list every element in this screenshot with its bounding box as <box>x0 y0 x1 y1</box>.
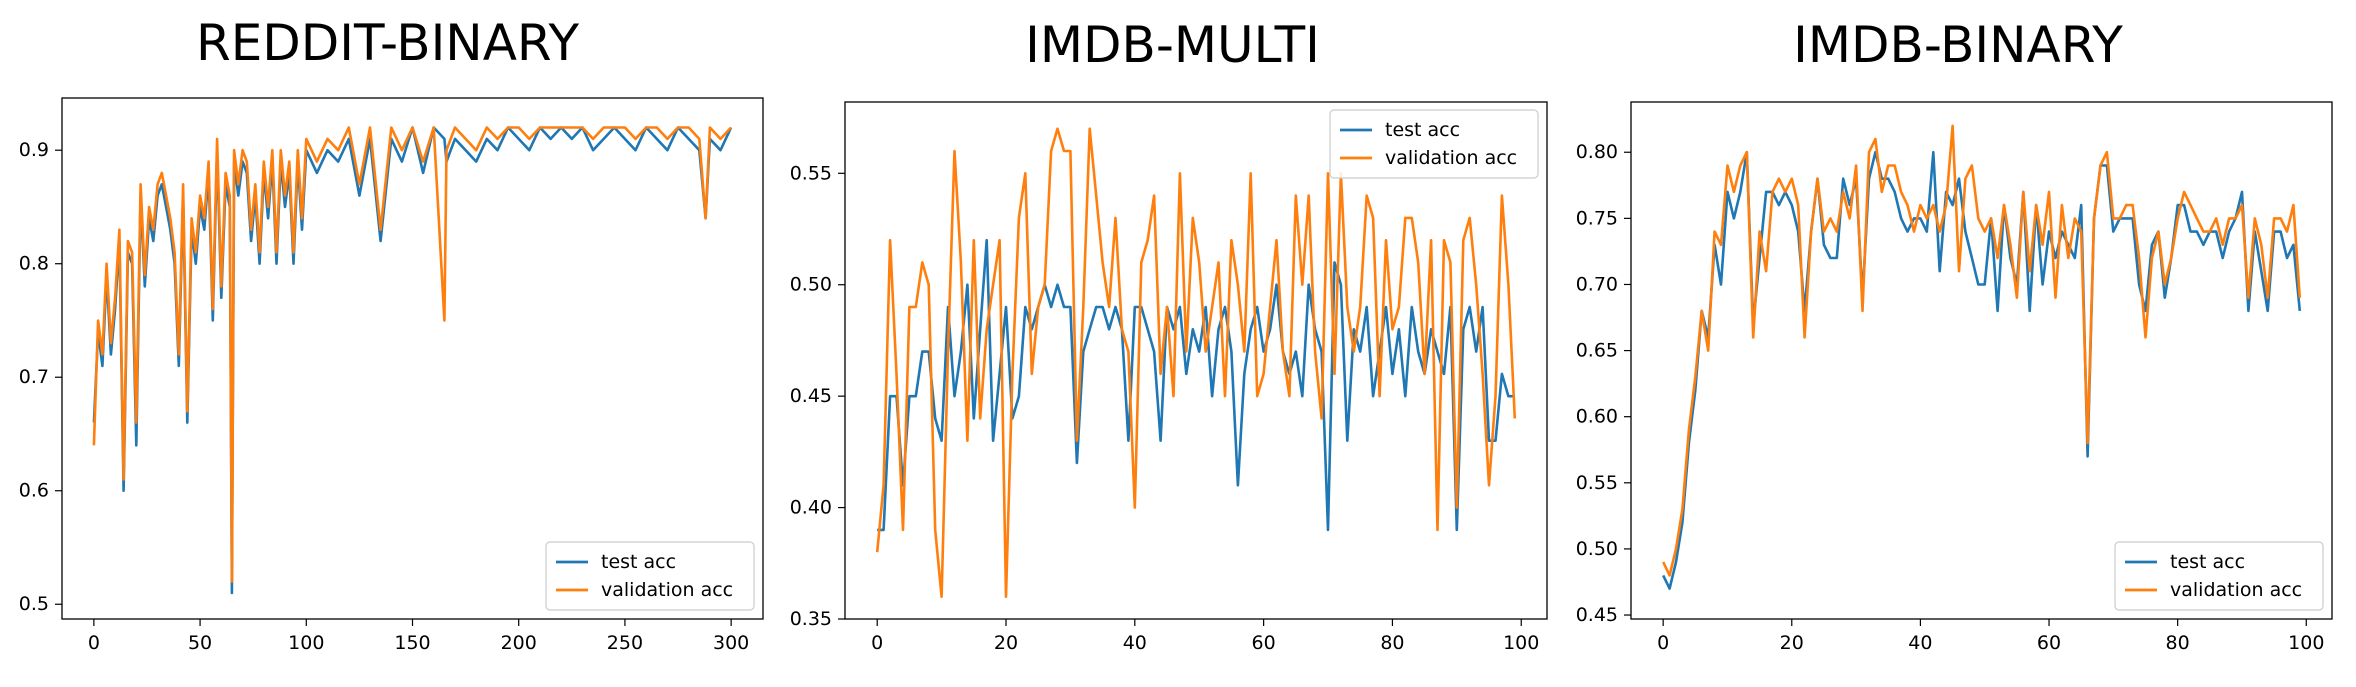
chart-panel-imdb-binary: IMDB-BINARY 0 20 40 60 80 100 0.45 0.50 0.55 0.60… <box>1570 0 2356 687</box>
y-tick-label: 0.80 <box>1576 141 1618 163</box>
x-tick-label: 100 <box>288 632 324 654</box>
y-tick-label: 0.40 <box>790 497 832 519</box>
y-tick-label: 0.65 <box>1576 340 1618 362</box>
legend: test acc validation acc <box>1329 109 1539 179</box>
y-tick-label: 0.55 <box>790 162 832 184</box>
chart-title: IMDB-BINARY <box>1793 16 2123 74</box>
y-tick-label: 0.45 <box>1576 604 1618 626</box>
legend: test acc validation acc <box>2114 541 2324 611</box>
legend-label: test acc <box>601 551 676 573</box>
x-tick-label: 60 <box>1252 632 1276 654</box>
chart-panel-imdb-multi: IMDB-MULTI 0 20 40 60 80 100 0.35 0.40 0.45 0.50 0… <box>785 0 1570 687</box>
x-tick-label: 250 <box>607 632 643 654</box>
x-tick-label: 200 <box>501 632 537 654</box>
x-tick-label: 0 <box>88 632 100 654</box>
legend: test acc validation acc <box>545 541 755 611</box>
y-tick-label: 0.35 <box>790 608 832 630</box>
x-tick-label: 80 <box>2166 632 2190 654</box>
x-tick-label: 20 <box>994 632 1018 654</box>
legend-label: test acc <box>1385 119 1460 141</box>
y-tick-label: 0.6 <box>19 480 49 502</box>
x-tick-label: 40 <box>1123 632 1147 654</box>
legend-label: validation acc <box>1385 147 1517 169</box>
y-tick-label: 0.50 <box>1576 538 1618 560</box>
series-line-test-acc <box>1662 150 2302 590</box>
y-tick-label: 0.7 <box>19 366 49 388</box>
y-tick-label: 0.8 <box>19 253 49 275</box>
plot-frame <box>1630 101 2333 620</box>
chart-panel-reddit-binary: REDDIT-BINARY 0 50 100 150 200 250 300 0.5 0.6 0.… <box>0 0 785 687</box>
chart-svg: 0 50 100 150 200 250 300 0.5 0.6 0.7 0.8 0.9 test ac… <box>19 97 764 654</box>
y-tick-label: 0.45 <box>790 385 832 407</box>
chart-svg: 0 20 40 60 80 100 0.45 0.50 0.55 0.60 0.65 0.70 0.75… <box>1576 101 2333 654</box>
plot-frame <box>844 101 1548 620</box>
legend-label: test acc <box>2170 551 2245 573</box>
legend-box <box>545 541 755 611</box>
plot-frame <box>61 97 764 620</box>
series-line-test-acc <box>877 238 1515 532</box>
x-tick-label: 100 <box>1503 632 1539 654</box>
legend-box <box>2114 541 2324 611</box>
x-tick-label: 100 <box>2288 632 2324 654</box>
x-tick-label: 300 <box>713 632 749 654</box>
y-tick-label: 0.70 <box>1576 273 1618 295</box>
y-tick-label: 0.55 <box>1576 472 1618 494</box>
legend-box <box>1329 109 1539 179</box>
chart-svg: 0 20 40 60 80 100 0.35 0.40 0.45 0.50 0.55 test acc… <box>790 101 1548 654</box>
x-tick-label: 20 <box>1780 632 1804 654</box>
x-tick-label: 40 <box>1908 632 1932 654</box>
x-tick-label: 0 <box>1657 632 1669 654</box>
x-tick-label: 0 <box>871 632 883 654</box>
y-tick-label: 0.9 <box>19 139 49 161</box>
x-tick-label: 60 <box>2037 632 2061 654</box>
legend-label: validation acc <box>2170 579 2302 601</box>
y-tick-label: 0.50 <box>790 274 832 296</box>
x-tick-label: 80 <box>1380 632 1404 654</box>
series-line-validation-acc <box>875 127 1517 599</box>
y-tick-label: 0.5 <box>19 593 49 615</box>
y-tick-label: 0.75 <box>1576 207 1618 229</box>
legend-label: validation acc <box>601 579 733 601</box>
chart-title: IMDB-MULTI <box>1025 16 1320 74</box>
series-line-validation-acc <box>1662 124 2302 577</box>
x-tick-label: 50 <box>188 632 212 654</box>
chart-title: REDDIT-BINARY <box>195 14 580 72</box>
x-tick-label: 150 <box>394 632 430 654</box>
series-line-validation-acc <box>92 126 733 583</box>
y-tick-label: 0.60 <box>1576 406 1618 428</box>
